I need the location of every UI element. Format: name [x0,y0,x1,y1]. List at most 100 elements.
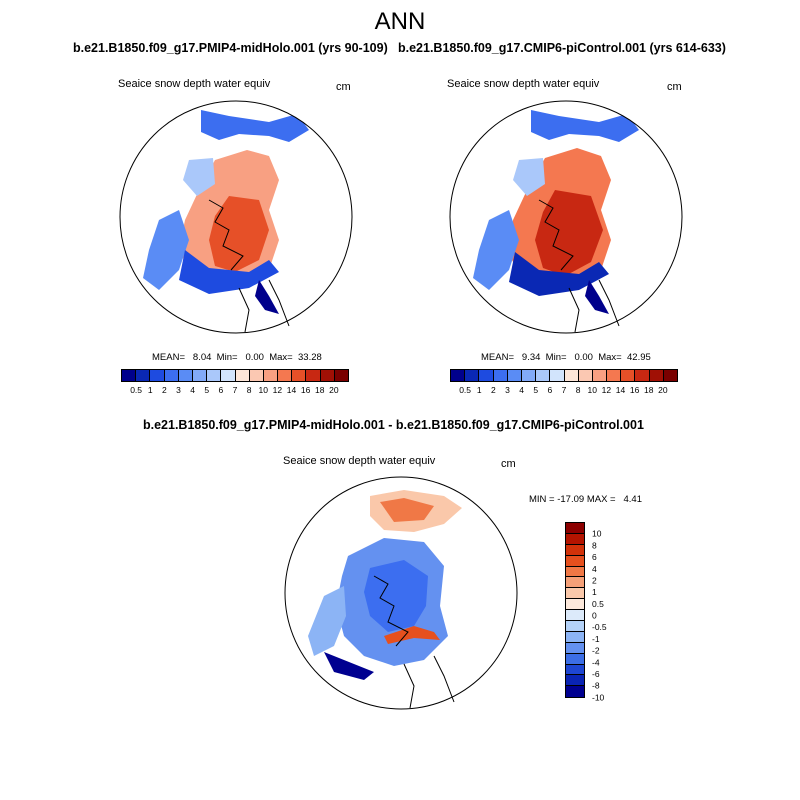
colorbar-tick-label: 5 [533,385,538,395]
panel2-colorbar-labels: 0.5 1 2 3 4 5 6 7 8 10 12 14 16 18 20 [459,385,668,395]
panel2-coastline [568,279,620,333]
panel1-units-label: cm [336,81,351,93]
diff-field-region [384,626,440,644]
colorbar-swatch [566,533,584,545]
colorbar-swatch [566,642,584,654]
colorbar-tick-label: 14 [616,385,626,395]
colorbar-tick-label: 7 [233,385,238,395]
colorbar-tick-label: 2 [491,385,496,395]
panel2-field-region [473,210,519,290]
panel2-colorbar [450,369,678,382]
colorbar-tick-label: -0.5 [592,622,607,632]
colorbar-swatch [566,523,584,534]
panel1-field-region [209,196,269,272]
diff-case-title: b.e21.B1850.f09_g17.PMIP4-midHolo.001 - … [143,418,644,432]
colorbar-swatch [493,370,508,381]
diff-field-region [324,652,374,680]
colorbar-swatch [136,370,151,381]
colorbar-swatch [306,370,321,381]
panel2-map-boundary [449,100,683,334]
colorbar-swatch [263,370,279,381]
panel2-field-region [531,110,639,142]
colorbar-swatch [320,370,335,381]
colorbar-tick-label: 4 [519,385,524,395]
colorbar-tick-label: -8 [592,681,600,691]
panel1-case-title: b.e21.B1850.f09_g17.PMIP4-midHolo.001 (y… [73,41,388,55]
colorbar-tick-label: 10 [259,385,269,395]
panel1-polar-map [119,100,353,334]
colorbar-tick-label: 0.5 [592,599,604,609]
diff-colorbar [565,522,585,699]
colorbar-swatch [451,370,466,381]
panel2-field-region [585,280,609,314]
colorbar-swatch [607,370,622,381]
panel1-colorbar [121,369,349,382]
colorbar-swatch [592,370,608,381]
colorbar-swatch [566,577,584,589]
colorbar-tick-label: 12 [273,385,283,395]
colorbar-tick-label: 1 [148,385,153,395]
panel2-field-region [513,158,545,196]
panel2-coastline [538,199,574,271]
colorbar-tick-label: 12 [602,385,612,395]
colorbar-swatch [536,370,551,381]
colorbar-tick-label: 8 [576,385,581,395]
colorbar-tick-label: 3 [505,385,510,395]
colorbar-tick-label: -6 [592,669,600,679]
panel1-field-region [179,250,279,294]
colorbar-swatch [566,599,584,611]
colorbar-swatch [550,370,565,381]
panel2-variable-label: Seaice snow depth water equiv [447,78,600,90]
colorbar-tick-label: 14 [287,385,297,395]
colorbar-swatch [521,370,537,381]
colorbar-tick-label: 3 [176,385,181,395]
colorbar-tick-label: 1 [592,587,597,597]
colorbar-tick-label: 16 [630,385,640,395]
colorbar-tick-label: 0 [592,611,597,621]
colorbar-swatch [566,544,584,556]
panel1-field-region [143,210,189,290]
diff-polar-map [284,476,518,710]
panel1-coastline [208,199,244,271]
colorbar-tick-label: 0.5 [130,385,142,395]
colorbar-swatch [566,566,584,578]
colorbar-tick-label: 7 [562,385,567,395]
colorbar-tick-label: -2 [592,646,600,656]
colorbar-swatch [635,370,650,381]
colorbar-swatch [566,653,584,665]
panel2-units-label: cm [667,81,682,93]
colorbar-swatch [566,631,584,643]
colorbar-tick-label: 2 [162,385,167,395]
colorbar-tick-label: 20 [658,385,668,395]
panel1-variable-label: Seaice snow depth water equiv [118,78,271,90]
colorbar-tick-label: 6 [592,552,597,562]
colorbar-tick-label: 0.5 [459,385,471,395]
diff-field-region [380,498,434,522]
colorbar-tick-label: 5 [204,385,209,395]
colorbar-swatch [621,370,636,381]
panel2-polar-map [449,100,683,334]
diff-map-boundary [284,476,518,710]
diff-units-label: cm [501,458,516,470]
colorbar-swatch [164,370,179,381]
colorbar-tick-label: -10 [592,692,605,702]
colorbar-tick-label: 6 [548,385,553,395]
colorbar-swatch [564,370,579,381]
colorbar-swatch [566,675,584,687]
colorbar-swatch [566,621,584,632]
colorbar-swatch [479,370,494,381]
colorbar-tick-label: 20 [329,385,339,395]
diff-stats: MIN = -17.09 MAX = 4.41 [529,494,642,505]
colorbar-tick-label: 8 [592,540,597,550]
colorbar-tick-label: 18 [315,385,325,395]
colorbar-swatch [566,555,584,567]
colorbar-tick-label: -1 [592,634,600,644]
panel1-field-region [255,280,279,314]
colorbar-tick-label: 1 [477,385,482,395]
colorbar-swatch [649,370,664,381]
colorbar-swatch [207,370,222,381]
colorbar-swatch [465,370,480,381]
colorbar-swatch [192,370,208,381]
colorbar-swatch [235,370,250,381]
panel1-coastline [238,279,290,333]
